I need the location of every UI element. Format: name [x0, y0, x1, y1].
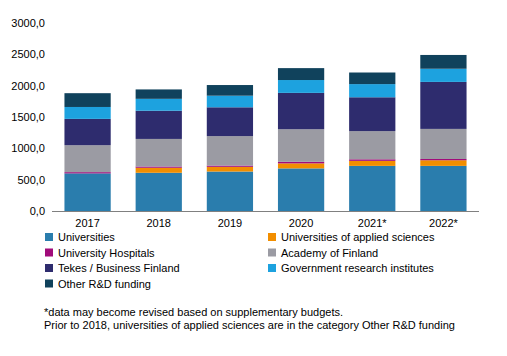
- y-tick-label: 2500,0: [11, 48, 45, 60]
- bar-segment: [64, 173, 110, 211]
- legend-label: Tekes / Business Finland: [58, 262, 180, 274]
- chart: 0,0 500,0 1000,0 1500,0 2000,0 2500,0 3000,0 20…: [0, 0, 507, 356]
- legend-label: Universities of applied sciences: [281, 231, 435, 243]
- y-tick: [48, 23, 52, 24]
- x-tick-label: 2017: [75, 217, 99, 229]
- legend-swatch: [268, 249, 276, 257]
- bar-segment: [136, 89, 182, 98]
- legend-swatch: [45, 264, 53, 272]
- y-tick-label: 500,0: [17, 174, 45, 186]
- bar-segment: [278, 168, 324, 211]
- legend-label: Academy of Finland: [281, 247, 378, 259]
- bar-segment: [420, 55, 466, 69]
- bar-segment: [136, 99, 182, 111]
- legend-label: University Hospitals: [58, 247, 155, 259]
- x-tick-label: 2019: [218, 217, 242, 229]
- legend-swatch: [45, 233, 53, 241]
- bar-segment: [207, 166, 253, 167]
- bar-segment: [207, 107, 253, 136]
- bar-segment: [278, 80, 324, 93]
- bar-segment: [278, 162, 324, 164]
- bar-segment: [278, 93, 324, 129]
- y-tick: [48, 179, 52, 180]
- note: Prior to 2018, universities of applied s…: [44, 319, 464, 332]
- legend-swatch: [45, 249, 53, 257]
- bar-segment: [349, 161, 395, 166]
- legend-label: Government research institutes: [281, 262, 434, 274]
- legend-swatch: [268, 233, 276, 241]
- y-tick-label: 3000,0: [11, 17, 45, 29]
- bar-segment: [64, 145, 110, 172]
- y-tick: [48, 117, 52, 118]
- legend-swatch: [268, 264, 276, 272]
- note: *data may become revised based on supple…: [44, 306, 464, 319]
- bar-segment: [64, 93, 110, 107]
- y-tick-label: 0,0: [30, 205, 45, 217]
- y-tick: [48, 85, 52, 86]
- y-tick: [48, 54, 52, 55]
- bar-segment: [207, 96, 253, 108]
- x-axis: [52, 211, 479, 212]
- y-tick-label: 1000,0: [11, 142, 45, 154]
- bar-segment: [349, 97, 395, 131]
- bar-segment: [64, 172, 110, 173]
- y-tick: [48, 148, 52, 149]
- bar-segment: [349, 73, 395, 85]
- bar-segment: [207, 136, 253, 165]
- bar-segment: [64, 173, 110, 174]
- bar-segment: [420, 166, 466, 211]
- bar-segment: [278, 129, 324, 162]
- bar-segment: [349, 131, 395, 159]
- bar-segment: [136, 168, 182, 173]
- y-tick-label: 2000,0: [11, 80, 45, 92]
- bar-segment: [207, 167, 253, 172]
- bar-segment: [349, 166, 395, 211]
- x-tick-label: 2018: [147, 217, 171, 229]
- bar-segment: [349, 84, 395, 97]
- bar-segment: [420, 82, 466, 129]
- bar-segment: [207, 85, 253, 96]
- bar-segment: [278, 68, 324, 80]
- bar-segment: [420, 129, 466, 159]
- bar-segment: [136, 111, 182, 139]
- bar-segment: [207, 172, 253, 211]
- y-tick: [48, 211, 52, 212]
- bar-segment: [136, 139, 182, 167]
- bar-segment: [136, 167, 182, 168]
- legend-label: Universities: [58, 231, 115, 243]
- bar-segment: [136, 173, 182, 211]
- legend-label: Other R&D funding: [58, 278, 151, 290]
- notes: *data may become revised based on supple…: [44, 306, 464, 332]
- y-tick-label: 1500,0: [11, 111, 45, 123]
- x-tick-label: 2020: [289, 217, 313, 229]
- bar-segment: [64, 107, 110, 119]
- bar-segment: [64, 119, 110, 145]
- x-tick-label: 2022*: [429, 217, 458, 229]
- bar-segment: [420, 159, 466, 160]
- x-tick-label: 2021*: [358, 217, 387, 229]
- bars: [64, 55, 466, 211]
- bar-segment: [420, 69, 466, 82]
- bar-segment: [420, 160, 466, 166]
- bar-segment: [349, 159, 395, 161]
- bar-segment: [278, 163, 324, 168]
- legend-swatch: [45, 280, 53, 288]
